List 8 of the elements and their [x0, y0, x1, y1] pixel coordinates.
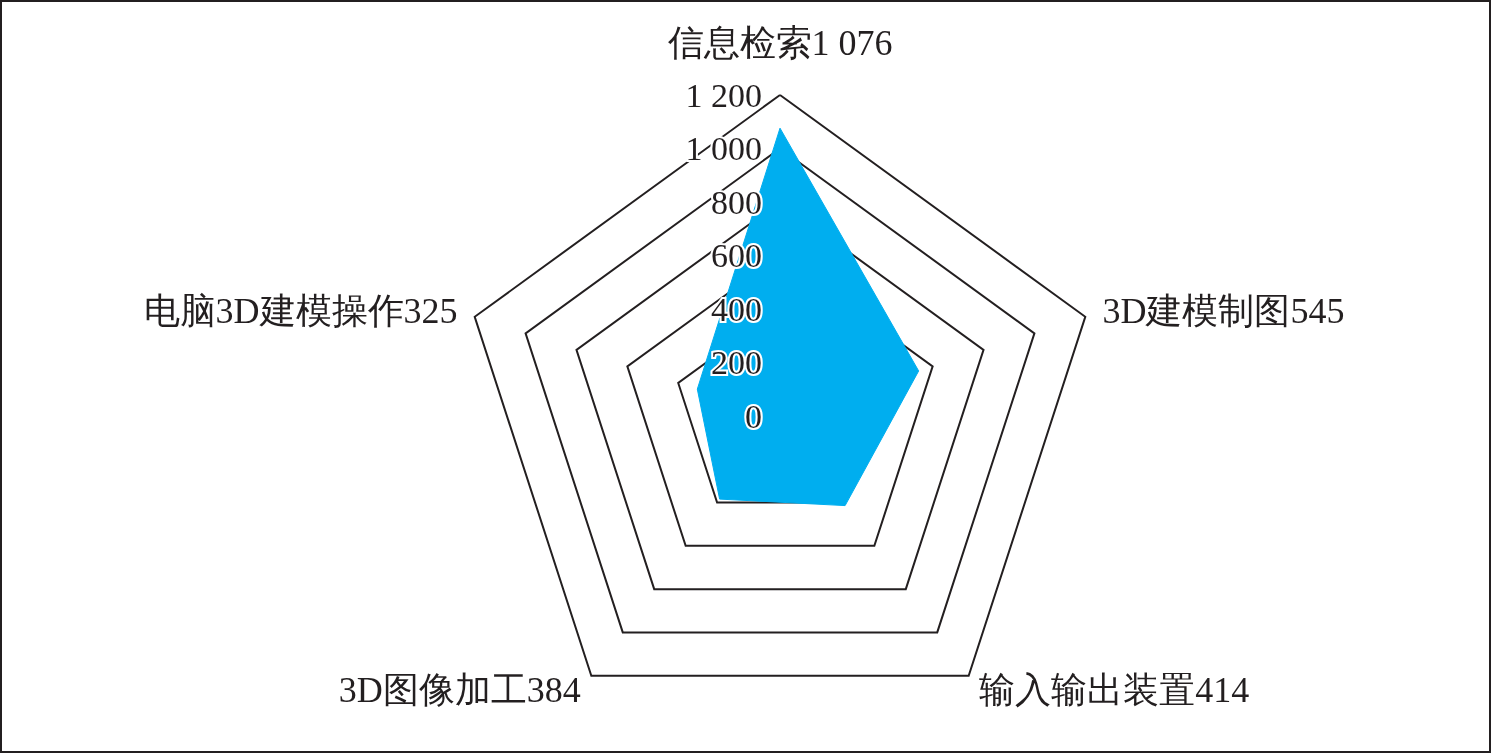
- spoke-label: 输入输出装置414: [979, 670, 1250, 711]
- y-tick-label: 1 200: [685, 76, 762, 114]
- spoke-label: 3D建模制图545: [1102, 291, 1345, 332]
- y-tick-label: 0: [745, 397, 762, 435]
- spoke-label: 信息检索1 076: [667, 23, 893, 63]
- spoke-label: 电脑3D建模操作325: [143, 291, 458, 332]
- y-tick-label: 200: [711, 344, 762, 381]
- spoke-label: 3D图像加工384: [338, 670, 581, 711]
